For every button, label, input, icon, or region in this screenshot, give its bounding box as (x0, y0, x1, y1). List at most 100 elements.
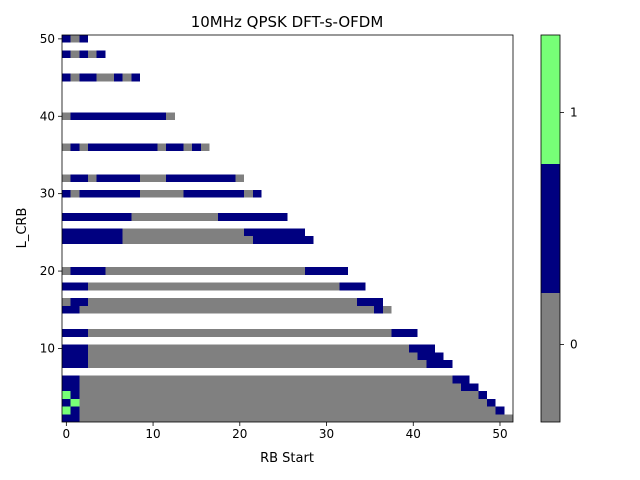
heatmap-cell (495, 406, 505, 415)
heatmap-cell (62, 174, 71, 183)
heatmap-cell (460, 383, 479, 392)
heatmap-cell (62, 352, 89, 361)
heatmap-cell (478, 391, 487, 399)
heatmap-cell (79, 375, 453, 384)
heatmap-cell (96, 174, 141, 183)
colorbar (541, 35, 560, 422)
colorbar-segment (541, 293, 560, 422)
heatmap-cell (131, 213, 219, 221)
heatmap-cell (79, 143, 89, 152)
y-axis-label: L_CRB (15, 208, 30, 249)
heatmap-cell (79, 391, 479, 399)
colorbar-tick-label: 1 (570, 105, 578, 119)
heatmap-cell (166, 143, 184, 152)
heatmap-cell (62, 50, 71, 59)
heatmap-cell (79, 398, 487, 407)
y-tick-label: 20 (40, 264, 55, 278)
heatmap-cell (192, 143, 201, 152)
heatmap-cell (62, 267, 71, 275)
heatmap-cell (62, 305, 71, 314)
heatmap-cell (88, 282, 340, 291)
heatmap-cell (70, 112, 167, 121)
heatmap-cell (252, 236, 314, 244)
heatmap-cell (452, 375, 470, 384)
colorbar-frame (540, 34, 561, 423)
heatmap-cell (62, 391, 71, 399)
heatmap-cell (88, 143, 158, 152)
heatmap-cell (88, 298, 357, 306)
heatmap-cell (356, 298, 383, 306)
heatmap-cell (62, 298, 71, 306)
heatmap-cell (157, 143, 167, 152)
heatmap-cell (62, 236, 123, 244)
plot-area (62, 35, 513, 422)
heatmap-cell (62, 143, 71, 152)
x-tick-label: 0 (63, 427, 71, 441)
y-tick-label: 10 (40, 341, 55, 355)
heatmap-cell (62, 228, 123, 237)
heatmap-cell (200, 143, 210, 152)
x-axis-ticks: 0 10 20 30 40 50 (63, 422, 508, 441)
heatmap-cell (62, 383, 80, 392)
heatmap-cell (339, 282, 366, 291)
heatmap-cell (166, 174, 236, 183)
heatmap-cell (88, 360, 427, 368)
heatmap-cell (62, 189, 71, 198)
heatmap-cell (131, 73, 141, 82)
heatmap-cell (140, 174, 167, 183)
heatmap-cell (504, 414, 513, 422)
heatmap-cell (62, 282, 89, 291)
heatmap-cell (79, 406, 496, 415)
heatmap-cell (70, 391, 80, 399)
chart-title: 10MHz QPSK DFT-s-OFDM (191, 13, 384, 31)
heatmap-cell (88, 329, 392, 337)
heatmap-cell (105, 267, 305, 275)
heatmap-cell (166, 112, 175, 121)
heatmap-cell (70, 50, 80, 59)
heatmap-cell (408, 344, 435, 353)
heatmap-cell (70, 298, 89, 306)
colorbar-segment (541, 35, 560, 164)
heatmap-cell (79, 73, 97, 82)
colorbar-tick-label: 0 (570, 338, 578, 352)
heatmap-cell (79, 414, 505, 422)
heatmap-cell (62, 406, 71, 415)
heatmap-cell (122, 236, 253, 244)
heatmap-cell (122, 228, 245, 237)
heatmap-cell (62, 213, 132, 221)
heatmap-cell (70, 406, 80, 415)
heatmap-cell (70, 143, 80, 152)
heatmap-cell (114, 73, 123, 82)
heatmap-cell (426, 360, 453, 368)
heatmap-cell (140, 189, 184, 198)
heatmap-cell (382, 305, 392, 314)
heatmap-cell (62, 329, 89, 337)
y-tick-label: 30 (40, 187, 55, 201)
heatmap-cell (70, 398, 80, 407)
heatmap-cell (62, 73, 71, 82)
heatmap-cell (88, 50, 97, 59)
heatmap-cell (183, 143, 193, 152)
x-tick-label: 30 (319, 427, 334, 441)
heatmap-cell (62, 112, 71, 121)
x-tick-label: 20 (232, 427, 247, 441)
heatmap-cell (235, 174, 245, 183)
heatmap-cell (218, 213, 288, 221)
colorbar-ticks: 01 (560, 105, 578, 352)
heatmap-cell (88, 174, 97, 183)
heatmap-cell (70, 305, 80, 314)
x-axis-label: RB Start (260, 451, 314, 466)
heatmap-cell (79, 383, 461, 392)
heatmap-cell (70, 73, 80, 82)
colorbar-segment (541, 164, 560, 293)
heatmap-cell (70, 267, 106, 275)
x-tick-label: 40 (406, 427, 421, 441)
heatmap-cell (122, 73, 132, 82)
y-tick-label: 40 (40, 109, 55, 123)
heatmap-cell (79, 50, 89, 59)
heatmap-cell (304, 267, 349, 275)
x-tick-label: 50 (492, 427, 507, 441)
heatmap-cell (79, 189, 141, 198)
heatmap-cell (183, 189, 245, 198)
